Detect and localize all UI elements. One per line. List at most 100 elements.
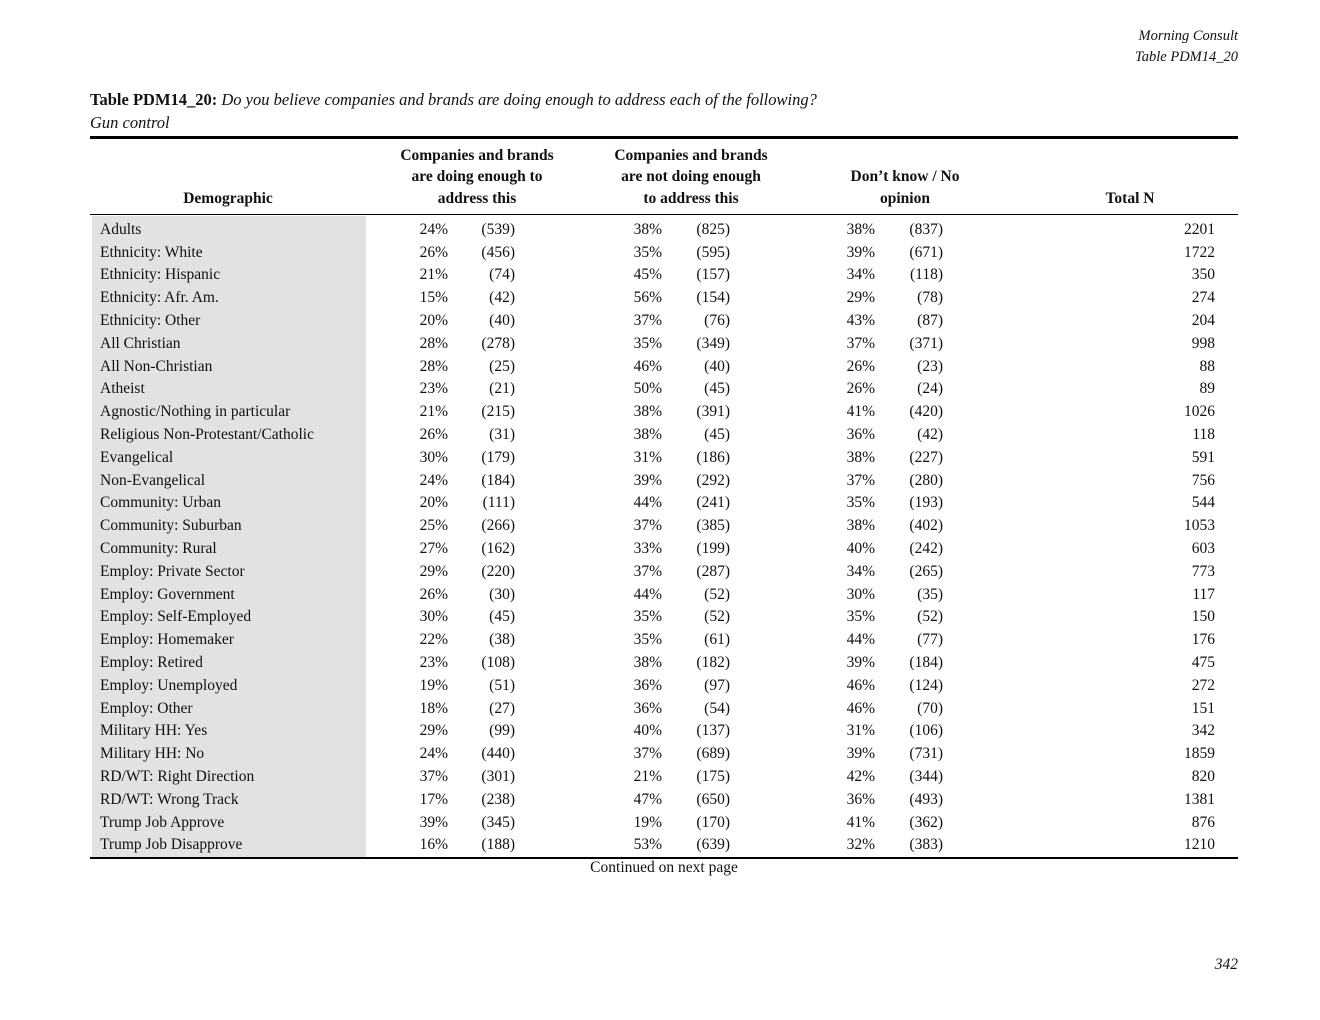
not-doing-enough-pct-cell: 33% xyxy=(633,540,662,558)
total-n-cell: 118 xyxy=(1192,426,1215,444)
table-row: Ethnicity: White 26% (456) 35% (595) 39%… xyxy=(90,241,1238,264)
dont-know-count-cell: (23) xyxy=(917,357,943,375)
dont-know-count-cell: (671) xyxy=(909,243,943,261)
dont-know-pct-cell: 32% xyxy=(846,836,875,854)
total-n-cell: 1210 xyxy=(1184,836,1215,854)
table-subtitle: Gun control xyxy=(90,113,170,132)
total-n-cell: 756 xyxy=(1191,471,1215,489)
total-n-cell: 88 xyxy=(1199,357,1216,375)
table-row: Atheist 23% (21) 50% (45) 26% (24) 89 xyxy=(90,378,1238,401)
table-row: RD/WT: Right Direction 37% (301) 21% (17… xyxy=(90,766,1238,789)
demographic-cell: Employ: Unemployed xyxy=(100,676,238,694)
not-doing-enough-pct-cell: 36% xyxy=(633,699,662,717)
doing-enough-pct-cell: 21% xyxy=(419,403,448,421)
not-doing-enough-count-cell: (241) xyxy=(696,494,730,512)
table-title: Table PDM14_20: Do you believe companies… xyxy=(90,88,1240,111)
total-n-cell: 272 xyxy=(1191,676,1215,694)
doing-enough-pct-cell: 16% xyxy=(419,836,448,854)
not-doing-enough-pct-cell: 38% xyxy=(633,220,662,238)
dont-know-pct-cell: 38% xyxy=(846,220,875,238)
column-header-doing-enough: Companies and brands are doing enough to… xyxy=(400,146,554,207)
table-row: Ethnicity: Hispanic 21% (74) 45% (157) 3… xyxy=(90,264,1238,287)
table-row: Employ: Private Sector 29% (220) 37% (28… xyxy=(90,560,1238,583)
not-doing-enough-count-cell: (199) xyxy=(696,540,730,558)
column-header-dont-know: Don’t know / No opinion xyxy=(850,168,960,207)
not-doing-enough-count-cell: (689) xyxy=(696,745,730,763)
doing-enough-pct-cell: 26% xyxy=(419,243,448,261)
table-top-rule xyxy=(90,136,1238,139)
not-doing-enough-count-cell: (157) xyxy=(696,266,730,284)
doing-enough-count-cell: (238) xyxy=(481,790,515,808)
doing-enough-pct-cell: 23% xyxy=(419,380,448,398)
not-doing-enough-pct-cell: 36% xyxy=(633,676,662,694)
total-n-cell: 1722 xyxy=(1184,243,1215,261)
dont-know-count-cell: (106) xyxy=(909,722,943,740)
total-n-cell: 1381 xyxy=(1184,790,1215,808)
dont-know-pct-cell: 38% xyxy=(846,448,875,466)
dont-know-pct-cell: 35% xyxy=(846,494,875,512)
not-doing-enough-count-cell: (349) xyxy=(696,334,730,352)
demographic-cell: RD/WT: Wrong Track xyxy=(100,790,239,808)
doing-enough-count-cell: (38) xyxy=(489,631,515,649)
table-row: Trump Job Disapprove 16% (188) 53% (639)… xyxy=(90,834,1238,857)
dont-know-pct-cell: 39% xyxy=(846,745,875,763)
not-doing-enough-count-cell: (391) xyxy=(696,403,730,421)
not-doing-enough-count-cell: (595) xyxy=(696,243,730,261)
dont-know-pct-cell: 29% xyxy=(846,289,875,307)
demographic-cell: RD/WT: Right Direction xyxy=(100,768,255,785)
page-number: 342 xyxy=(1214,956,1238,973)
doing-enough-count-cell: (31) xyxy=(489,426,515,444)
demographic-cell: Religious Non-Protestant/Catholic xyxy=(100,426,314,444)
total-n-cell: 1053 xyxy=(1184,517,1215,535)
not-doing-enough-pct-cell: 46% xyxy=(633,357,662,375)
table-row: RD/WT: Wrong Track 17% (238) 47% (650) 3… xyxy=(90,788,1238,811)
total-n-cell: 998 xyxy=(1191,334,1215,352)
dont-know-count-cell: (493) xyxy=(909,790,943,808)
demographic-cell: Community: Suburban xyxy=(100,517,242,535)
not-doing-enough-pct-cell: 21% xyxy=(633,768,662,785)
demographic-cell: Employ: Private Sector xyxy=(100,562,245,580)
table-row: Non-Evangelical 24% (184) 39% (292) 37% … xyxy=(90,469,1238,492)
dont-know-count-cell: (87) xyxy=(917,312,943,330)
total-n-cell: 350 xyxy=(1191,266,1215,284)
dont-know-pct-cell: 46% xyxy=(846,699,875,717)
doing-enough-pct-cell: 29% xyxy=(419,722,448,740)
dont-know-count-cell: (362) xyxy=(909,813,943,831)
doing-enough-count-cell: (215) xyxy=(481,403,515,421)
doing-enough-count-cell: (42) xyxy=(489,289,515,307)
not-doing-enough-count-cell: (137) xyxy=(696,722,730,740)
doing-enough-count-cell: (21) xyxy=(489,380,515,398)
dont-know-count-cell: (371) xyxy=(909,334,943,352)
dont-know-count-cell: (420) xyxy=(909,403,943,421)
not-doing-enough-pct-cell: 38% xyxy=(633,403,662,421)
demographic-cell: Military HH: No xyxy=(100,745,205,763)
table-row: Trump Job Approve 39% (345) 19% (170) 41… xyxy=(90,811,1238,834)
doc-header: Morning Consult Table PDM14_20 xyxy=(1135,26,1238,68)
table-row: Ethnicity: Afr. Am. 15% (42) 56% (154) 2… xyxy=(90,287,1238,310)
table-row: Military HH: No 24% (440) 37% (689) 39% … xyxy=(90,743,1238,766)
total-n-cell: 475 xyxy=(1191,654,1215,672)
doing-enough-pct-cell: 28% xyxy=(419,334,448,352)
doing-enough-pct-cell: 24% xyxy=(419,745,448,763)
dont-know-pct-cell: 39% xyxy=(846,243,875,261)
dont-know-pct-cell: 36% xyxy=(846,790,875,808)
demographic-cell: Military HH: Yes xyxy=(100,722,208,740)
table-title-label: Table PDM14_20: xyxy=(90,90,218,109)
doing-enough-count-cell: (99) xyxy=(489,722,515,740)
dont-know-count-cell: (70) xyxy=(917,699,943,717)
doing-enough-pct-cell: 28% xyxy=(419,357,448,375)
dont-know-count-cell: (227) xyxy=(909,448,943,466)
dont-know-count-cell: (35) xyxy=(917,585,943,603)
dont-know-count-cell: (42) xyxy=(917,426,943,444)
total-n-cell: 342 xyxy=(1191,722,1215,740)
not-doing-enough-count-cell: (76) xyxy=(704,312,730,330)
dont-know-pct-cell: 36% xyxy=(846,426,875,444)
doing-enough-pct-cell: 17% xyxy=(419,790,448,808)
demographic-cell: Adults xyxy=(100,220,142,238)
doing-enough-count-cell: (184) xyxy=(481,471,515,489)
dont-know-pct-cell: 37% xyxy=(846,471,875,489)
demographic-cell: Community: Urban xyxy=(100,494,221,512)
demographic-column-shading xyxy=(92,216,366,857)
doing-enough-pct-cell: 26% xyxy=(419,585,448,603)
not-doing-enough-count-cell: (45) xyxy=(704,380,730,398)
